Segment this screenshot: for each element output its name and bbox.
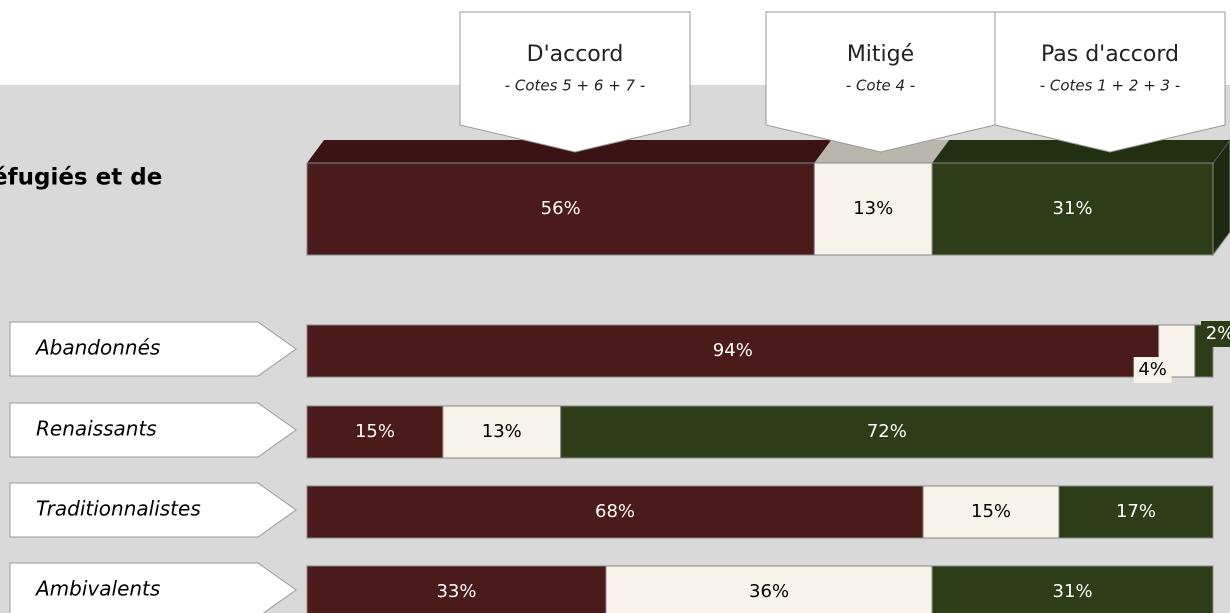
bar <box>931 565 1214 613</box>
bar <box>813 162 933 256</box>
value-label: 94% <box>713 340 753 361</box>
category-label: Renaissants <box>36 417 157 441</box>
value-label: 13% <box>853 198 893 219</box>
value-label: 33% <box>436 581 476 602</box>
bar <box>442 405 562 459</box>
bar <box>306 162 815 256</box>
legend-label: Pas d'accord <box>1041 42 1179 67</box>
value-label: 31% <box>1053 198 1093 219</box>
bar <box>306 405 444 459</box>
legend-callout <box>459 11 691 153</box>
bar <box>605 565 933 613</box>
category-box <box>9 402 297 458</box>
legend-sublabel: - Cotes 1 + 2 + 3 - <box>1040 77 1181 95</box>
bar <box>560 405 1214 459</box>
category-box <box>9 321 297 377</box>
chart-title: éfugiés et de <box>0 165 162 191</box>
category-box <box>9 482 297 538</box>
bar <box>931 162 1214 256</box>
value-label: 68% <box>595 501 635 522</box>
value-label: 36% <box>749 581 789 602</box>
label-box <box>1201 321 1230 347</box>
bar <box>306 485 924 539</box>
bar <box>1058 485 1214 539</box>
legend-sublabel: - Cotes 5 + 6 + 7 - <box>505 77 646 95</box>
value-label: 17% <box>1116 501 1156 522</box>
category-label: Traditionnalistes <box>36 497 201 521</box>
legend-callout <box>994 11 1226 153</box>
bar <box>306 324 1160 378</box>
legend-label: Mitigé <box>847 42 914 67</box>
value-label: 15% <box>971 501 1011 522</box>
legend-label: D'accord <box>527 42 624 67</box>
value-label: 56% <box>541 198 581 219</box>
bar-top <box>932 140 1230 163</box>
category-box <box>9 562 297 613</box>
legend-callout <box>765 11 996 153</box>
value-label: 4% <box>1138 359 1167 380</box>
bar-top <box>307 140 832 163</box>
legend-sublabel: - Cote 4 - <box>846 77 915 95</box>
value-label: 15% <box>355 421 395 442</box>
value-label: 2% <box>1206 323 1230 344</box>
category-label: Ambivalents <box>34 577 160 601</box>
value-label: 31% <box>1053 581 1093 602</box>
value-label: 72% <box>867 421 907 442</box>
bar <box>306 565 607 613</box>
bar <box>922 485 1060 539</box>
label-box <box>1133 357 1172 383</box>
category-label: Abandonnés <box>34 336 160 360</box>
value-label: 13% <box>482 421 522 442</box>
